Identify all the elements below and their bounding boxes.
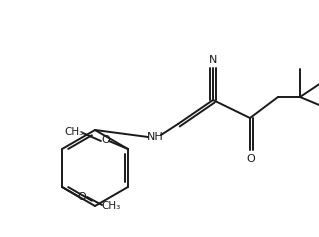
Text: CH₃: CH₃: [64, 127, 84, 137]
Text: O: O: [247, 154, 256, 164]
Text: CH₃: CH₃: [101, 201, 121, 211]
Text: NH: NH: [147, 132, 163, 142]
Text: O: O: [78, 192, 86, 202]
Text: O: O: [101, 135, 110, 145]
Text: N: N: [209, 55, 217, 65]
